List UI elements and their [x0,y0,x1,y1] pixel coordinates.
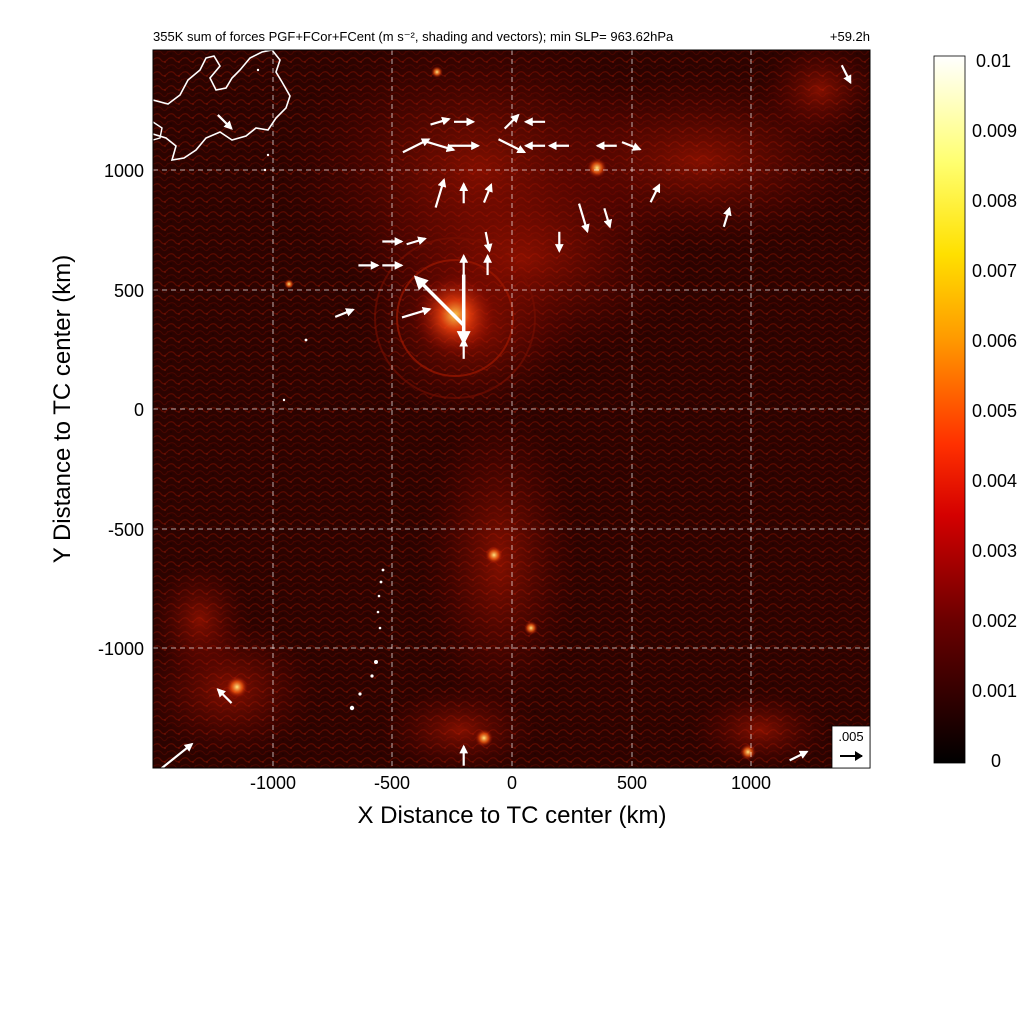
colorbar-tick-label: 0.008 [972,191,1017,211]
force-vector [216,688,233,704]
x-axis-label: X Distance to TC center (km) [358,802,667,829]
reference-vector-key: .005 [831,725,871,769]
plot-frame [152,49,871,769]
force-vector [503,113,520,130]
force-vector [722,206,732,228]
y-tick-label: 0 [134,400,144,420]
force-vector [498,138,527,154]
colorbar-tick-label: 0.001 [972,681,1017,701]
y-tick-label: -1000 [98,639,144,659]
forecast-hour: +59.2h [830,29,870,44]
hot-spot [587,158,607,178]
force-vector [413,275,465,327]
hot-spot [431,66,443,78]
hot-spot [475,729,493,747]
x-axis: -1000 -500 0 500 1000 X Distance to TC c… [250,773,771,829]
x-tick-label: 1000 [731,773,771,793]
force-vector [434,178,447,208]
hot-spot [284,279,294,289]
colorbar: 0.01 0.009 0.008 0.007 0.006 0.005 0.004… [933,51,1017,771]
colorbar-tick-label: 0.007 [972,261,1017,281]
y-tick-label: 500 [114,281,144,301]
force-vector [603,207,613,229]
heatmap-region [153,560,250,680]
colorbar-tick-label: 0.004 [972,471,1017,491]
eye-ring [374,237,536,399]
eye-ring [396,259,514,377]
force-vector [482,182,493,203]
hot-spot [485,546,503,564]
colorbar-tick-label: 0.009 [972,121,1017,141]
force-vector [406,236,427,246]
force-vector [789,750,809,762]
force-vector [425,140,456,153]
chart-title: 355K sum of forces PGF+FCor+FCent (m s⁻²… [153,29,674,44]
colorbar-tick-label: 0.006 [972,331,1017,351]
heatmap-region [760,50,870,140]
reference-arrowhead [855,751,863,761]
force-vector [430,116,451,126]
y-tick-label: -500 [108,520,144,540]
reference-vector-label: .005 [838,729,863,744]
x-tick-label: -1000 [250,773,296,793]
force-vector [161,742,194,768]
colorbar-tick-label: 0 [991,751,1001,771]
colorbar-tick-label: 0.01 [976,51,1011,71]
colorbar-gradient [933,55,966,764]
colorbar-tick-label: 0.003 [972,541,1017,561]
y-axis-label: Y Distance to TC center (km) [49,255,76,564]
x-tick-label: 500 [617,773,647,793]
x-tick-label: 0 [507,773,517,793]
force-vector [649,183,661,203]
force-vector [840,64,852,85]
force-vector [483,231,493,253]
force-vector [334,308,355,318]
vector-field [161,64,852,768]
force-vector [621,141,642,151]
y-tick-label: 1000 [104,161,144,181]
grid-lines [153,50,870,768]
force-vector [402,138,431,154]
y-axis: 1000 500 0 -500 -1000 Y Distance to TC c… [49,161,144,659]
hot-spot [740,744,756,760]
colorbar-tick-label: 0.002 [972,611,1017,631]
hot-spot [524,621,538,635]
plot-area [153,50,870,768]
force-vector [577,203,590,234]
heatmap-region [690,690,830,768]
heatmap-region [380,685,540,768]
force-vector [401,306,432,319]
force-vector [217,114,233,130]
colorbar-tick-label: 0.005 [972,401,1017,421]
hot-spot [226,676,248,698]
coastline [153,50,291,161]
coastline [153,121,163,141]
x-tick-label: -500 [374,773,410,793]
